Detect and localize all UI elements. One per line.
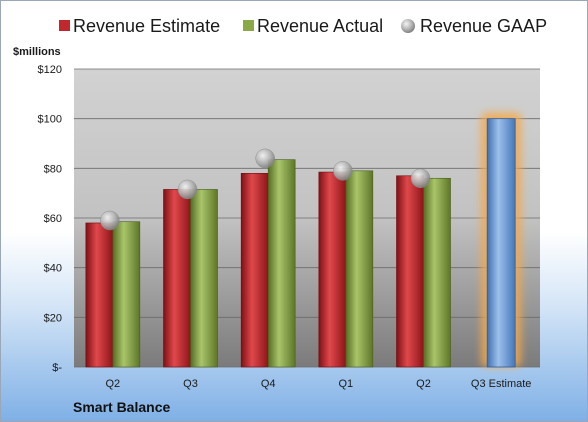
y-tick-label: $100 <box>38 114 62 126</box>
legend: Revenue Estimate Revenue Actual Revenue … <box>59 16 547 36</box>
x-tick-label: Q2 <box>105 378 120 390</box>
x-tick-label: Q3 Estimate <box>471 378 532 390</box>
bar-revenue-estimate-2 <box>240 173 269 368</box>
x-tick-label: Q4 <box>261 378 276 390</box>
marker-revenue-gaap-0 <box>100 210 120 231</box>
y-tick-label: $40 <box>44 263 62 275</box>
legend-label-revenue-gaap: Revenue GAAP <box>420 16 547 36</box>
y-axis-unit-label: $millions <box>13 46 61 58</box>
y-tick-label: $120 <box>38 64 62 76</box>
legend-item-revenue-estimate: Revenue Estimate <box>59 16 220 36</box>
y-tick-label: $20 <box>44 312 62 324</box>
bar-revenue-estimate-4 <box>396 175 424 368</box>
y-tick-label: $80 <box>44 163 62 175</box>
gridlines <box>74 68 540 368</box>
legend-marker-revenue-gaap <box>401 19 415 33</box>
x-tick-label: Q3 <box>183 378 198 390</box>
legend-label-revenue-estimate: Revenue Estimate <box>73 16 220 36</box>
bar-revenue-actual-1 <box>190 189 218 368</box>
bar-revenue-actual-2 <box>267 159 296 368</box>
bar-revenue-actual-0 <box>112 221 141 368</box>
marker-revenue-gaap-3 <box>333 161 353 181</box>
bars <box>85 112 522 368</box>
bar-revenue-actual-3 <box>345 170 374 368</box>
bar-revenue-actual-4 <box>423 177 451 368</box>
bar-revenue-estimate-0 <box>85 222 114 368</box>
legend-swatch-revenue-estimate <box>59 20 70 31</box>
company-name: Smart Balance <box>73 399 170 415</box>
y-axis-ticks: $- $20 $40 $60 $80 $100 $120 <box>38 64 63 374</box>
legend-item-revenue-gaap: Revenue GAAP <box>401 16 547 36</box>
marker-revenue-gaap-2 <box>255 148 275 169</box>
y-tick-label: $60 <box>44 213 62 225</box>
x-tick-label: Q1 <box>338 378 353 390</box>
legend-label-revenue-actual: Revenue Actual <box>257 16 383 36</box>
bar-revenue-estimate-1 <box>163 189 191 368</box>
legend-swatch-revenue-actual <box>243 20 254 31</box>
y-tick-label: $- <box>52 362 62 374</box>
marker-revenue-gaap-4 <box>410 168 431 189</box>
x-tick-label: Q2 <box>416 378 431 390</box>
bar-revenue-estimate-3 <box>318 171 347 368</box>
marker-revenue-gaap-1 <box>177 179 198 200</box>
x-axis-ticks: Q2 Q3 Q4 Q1 Q2 Q3 Estimate <box>105 378 531 390</box>
bar-q3-estimate-estimate <box>486 118 516 368</box>
legend-item-revenue-actual: Revenue Actual <box>243 16 383 36</box>
